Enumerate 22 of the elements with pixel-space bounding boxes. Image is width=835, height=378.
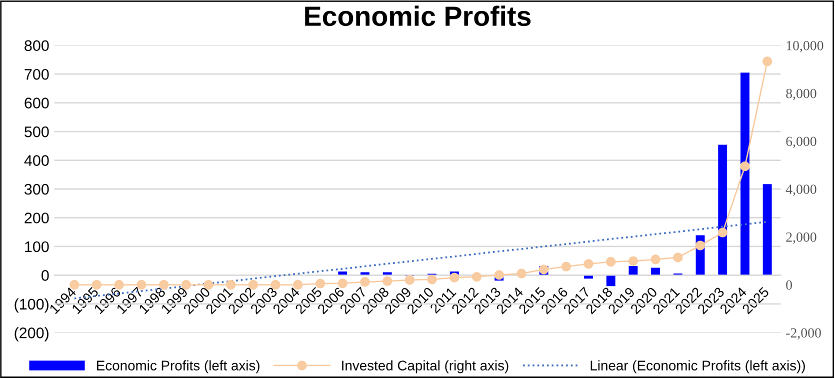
y2-tick-label: 0 [786, 280, 792, 290]
chart-title: Economic Profits [305, 6, 531, 26]
y-tick-label: 400 [24, 155, 49, 166]
y-tick-label: 500 [24, 126, 49, 138]
y-tick-label: (200) [14, 327, 48, 342]
y2-tick-label: -2,000 [786, 328, 821, 340]
y-tick-label: 0 [42, 270, 49, 281]
legend-label: Economic Profits (left axis) [97, 360, 260, 374]
legend-label: Invested Capital (right axis) [342, 360, 508, 374]
y-tick-label: 300 [24, 184, 49, 195]
y-tick-label: 600 [24, 98, 49, 108]
y-tick-label: 200 [24, 212, 49, 224]
y-tick-label: (100) [14, 298, 48, 313]
y2-tick-label: 6,000 [786, 136, 816, 148]
y-tick-label: 700 [24, 68, 49, 80]
y2-tick-label: 2,000 [786, 232, 816, 244]
y2-tick-label: 10,000 [786, 40, 824, 52]
y-tick-label: 800 [24, 40, 49, 52]
y2-tick-label: 8,000 [786, 88, 816, 100]
y-tick-label: 100 [25, 241, 49, 252]
y2-tick-label: 4,000 [786, 184, 816, 196]
legend-label: Linear (Economic Profits (left axis)) [590, 360, 805, 374]
